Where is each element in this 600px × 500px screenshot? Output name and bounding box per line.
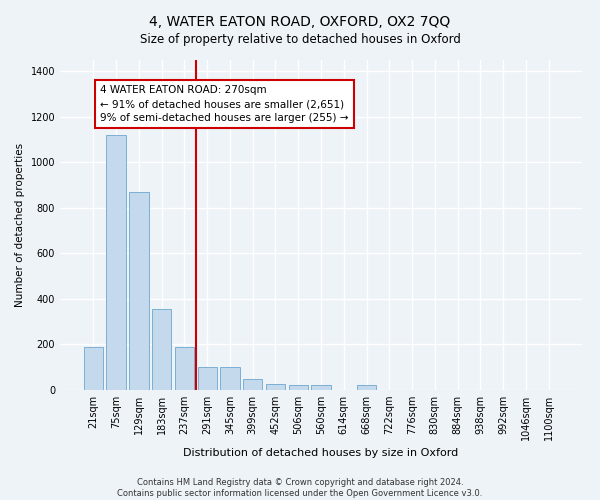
Bar <box>311 386 331 390</box>
Bar <box>84 347 103 390</box>
Bar <box>357 386 376 390</box>
Text: Contains HM Land Registry data © Crown copyright and database right 2024.
Contai: Contains HM Land Registry data © Crown c… <box>118 478 482 498</box>
Bar <box>129 192 149 390</box>
Text: 4 WATER EATON ROAD: 270sqm
← 91% of detached houses are smaller (2,651)
9% of se: 4 WATER EATON ROAD: 270sqm ← 91% of deta… <box>100 85 349 123</box>
Bar <box>175 347 194 390</box>
Y-axis label: Number of detached properties: Number of detached properties <box>15 143 25 307</box>
Bar <box>289 386 308 390</box>
Bar <box>197 367 217 390</box>
Bar <box>266 384 285 390</box>
Bar <box>220 367 239 390</box>
Bar <box>243 378 262 390</box>
Bar <box>152 309 172 390</box>
Text: 4, WATER EATON ROAD, OXFORD, OX2 7QQ: 4, WATER EATON ROAD, OXFORD, OX2 7QQ <box>149 15 451 29</box>
Text: Size of property relative to detached houses in Oxford: Size of property relative to detached ho… <box>140 32 460 46</box>
X-axis label: Distribution of detached houses by size in Oxford: Distribution of detached houses by size … <box>184 448 458 458</box>
Bar <box>106 135 126 390</box>
